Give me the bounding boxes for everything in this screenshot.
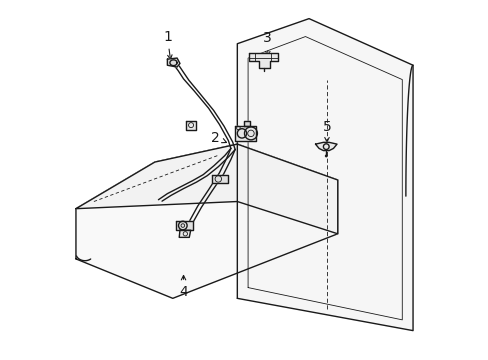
Text: 3: 3 xyxy=(263,31,272,56)
Circle shape xyxy=(247,130,254,136)
Polygon shape xyxy=(179,230,190,237)
Circle shape xyxy=(324,154,327,157)
Polygon shape xyxy=(167,58,180,67)
Text: 4: 4 xyxy=(179,275,187,299)
Polygon shape xyxy=(185,121,196,130)
Polygon shape xyxy=(249,53,277,68)
Polygon shape xyxy=(237,19,412,330)
Polygon shape xyxy=(315,142,336,150)
Text: 2: 2 xyxy=(211,131,226,145)
Polygon shape xyxy=(212,175,228,183)
Text: 5: 5 xyxy=(322,120,331,142)
Text: 1: 1 xyxy=(163,30,172,59)
Polygon shape xyxy=(76,144,337,298)
Polygon shape xyxy=(234,126,256,140)
Polygon shape xyxy=(175,221,192,230)
Polygon shape xyxy=(76,144,337,234)
Polygon shape xyxy=(244,121,250,126)
